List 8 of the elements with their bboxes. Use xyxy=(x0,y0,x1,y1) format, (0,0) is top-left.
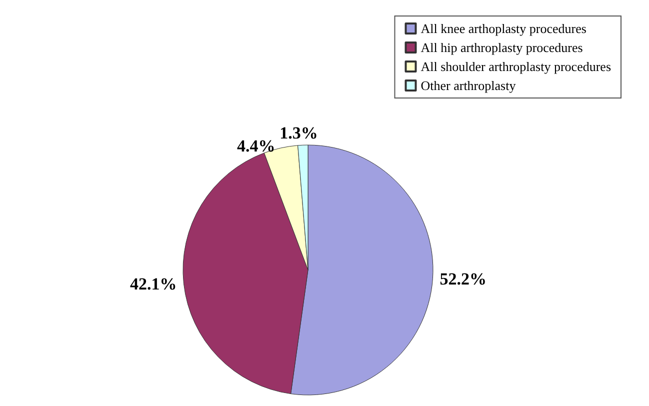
data-label: 1.3% xyxy=(280,124,318,143)
data-label: 42.1% xyxy=(130,274,177,294)
legend-label: All shoulder arthroplasty procedures xyxy=(420,59,612,74)
legend-label: All hip arthroplasty procedures xyxy=(420,40,583,55)
data-label: 4.4% xyxy=(237,136,276,156)
data-label: 52.2% xyxy=(440,269,486,288)
legend-label: Other arthroplasty xyxy=(420,78,516,93)
legend-label: All knee arthoplasty procedures xyxy=(420,21,586,36)
